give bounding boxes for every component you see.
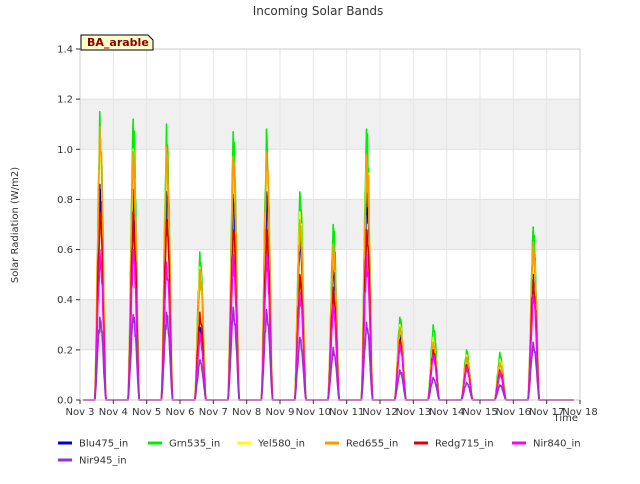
- legend-label-nir840_in: Nir840_in: [533, 439, 581, 450]
- x-tick-label: Nov 7: [199, 407, 228, 418]
- x-tick-label: Nov 15: [462, 407, 497, 418]
- y-tick-label: 1.4: [57, 45, 73, 56]
- series-line-grn535_in: [83, 110, 575, 401]
- y-tick-label: 0.2: [57, 345, 73, 356]
- series-line-yel580_in: [83, 130, 575, 401]
- legend-label-grn535_in: Grn535_in: [169, 439, 220, 450]
- series-line-red655_in: [83, 125, 575, 401]
- x-tick-label: Nov 17: [529, 407, 564, 418]
- x-tick-label: Nov 12: [362, 407, 397, 418]
- x-tick-label: Nov 11: [329, 407, 364, 418]
- plot-frame: [79, 48, 581, 401]
- x-tick-label: Nov 18: [562, 407, 597, 418]
- legend-label-nir945_in: Nir945_in: [79, 456, 127, 467]
- series-line-nir840_in: [83, 248, 575, 401]
- y-tick-label: 0.6: [57, 245, 73, 256]
- x-tick-label: Nov 14: [429, 407, 464, 418]
- x-axis-label: Time: [553, 413, 578, 424]
- legend-label-blu475_in: Blu475_in: [79, 439, 128, 450]
- x-tick-label: Nov 5: [132, 407, 161, 418]
- y-band: [80, 99, 580, 150]
- x-tick-label: Nov 9: [265, 407, 294, 418]
- x-tick-label: Nov 16: [496, 407, 531, 418]
- site-badge: BA_arable: [80, 34, 154, 51]
- x-tick-label: Nov 10: [296, 407, 331, 418]
- y-axis-label: Solar Radiation (W/m2): [10, 167, 21, 283]
- y-tick-label: 0.0: [57, 396, 73, 407]
- legend-label-yel580_in: Yel580_in: [257, 439, 305, 450]
- legend-label-redg715_in: Redg715_in: [435, 439, 494, 450]
- legend-label-red655_in: Red655_in: [346, 439, 398, 450]
- series-line-nir945_in: [83, 306, 575, 401]
- x-tick-label: Nov 13: [396, 407, 431, 418]
- y-tick-label: 1.0: [57, 145, 73, 156]
- x-tick-label: Nov 6: [165, 407, 194, 418]
- y-band: [80, 199, 580, 250]
- x-tick-label: Nov 3: [65, 407, 94, 418]
- y-tick-label: 0.8: [57, 195, 73, 206]
- y-tick-label: 0.4: [57, 295, 73, 306]
- y-tick-label: 1.2: [57, 95, 73, 106]
- site-label: BA_arable: [87, 36, 149, 49]
- x-tick-label: Nov 8: [232, 407, 261, 418]
- x-tick-label: Nov 4: [99, 407, 128, 418]
- chart-title: Incoming Solar Bands: [253, 4, 384, 18]
